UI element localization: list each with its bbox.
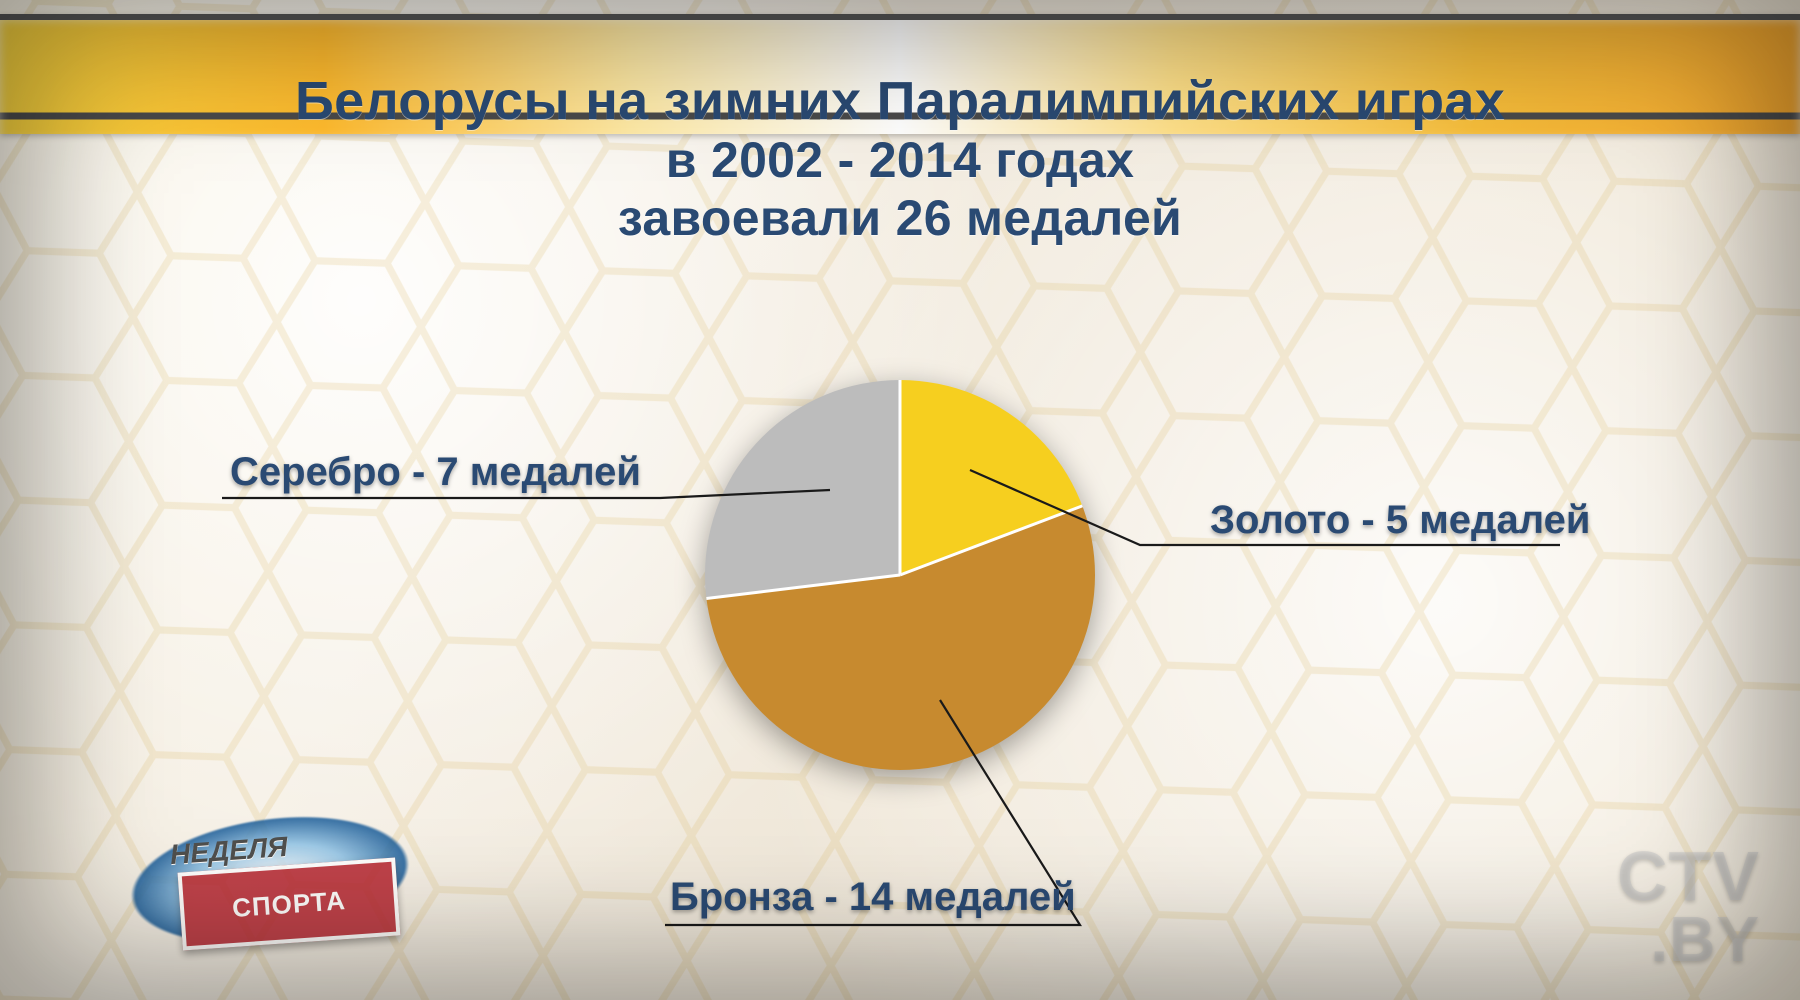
logo-tag-text: СПОРТА (178, 857, 401, 950)
stage: Белорусы на зимних Паралимпийских играх … (0, 0, 1800, 1000)
watermark-line1: CTV (1617, 843, 1760, 910)
medal-pie-chart (705, 380, 1095, 770)
show-logo: НЕДЕЛЯ СПОРТА (100, 800, 460, 960)
title-line1: Белорусы на зимних Паралимпийских играх (0, 70, 1800, 132)
title-line2: в 2002 - 2014 годах (0, 132, 1800, 190)
title-line3: завоевали 26 медалей (0, 190, 1800, 248)
callout-gold: Золото - 5 медалей (1210, 498, 1590, 543)
callout-bronze: Бронза - 14 медалей (670, 875, 1076, 920)
watermark-line2: .BY (1617, 909, 1760, 970)
title-block: Белорусы на зимних Паралимпийских играх … (0, 70, 1800, 247)
callout-silver: Серебро - 7 медалей (230, 450, 641, 495)
watermark: CTV .BY (1617, 843, 1760, 970)
